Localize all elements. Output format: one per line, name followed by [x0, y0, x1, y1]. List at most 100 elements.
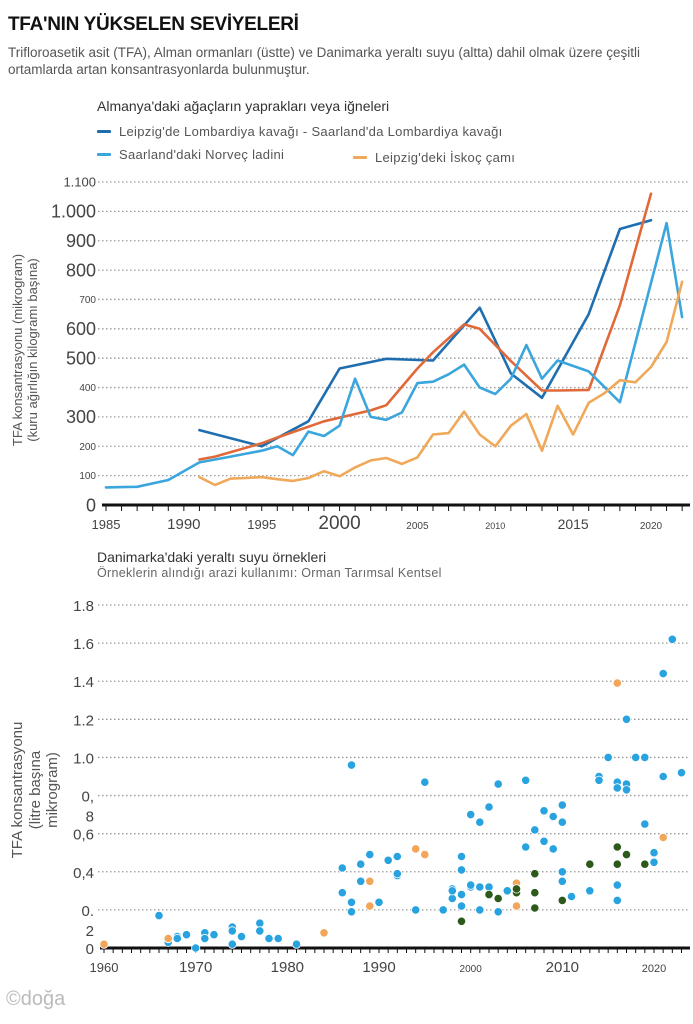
data-point-tarımsal: [621, 714, 632, 724]
legend-label: Saarland'daki Norveç ladini: [119, 147, 285, 162]
data-point-tarımsal: [236, 931, 247, 942]
legend-item-norway-spruce: Saarland'daki Norveç ladini: [97, 147, 284, 162]
series-line: [198, 218, 653, 448]
data-point-orman: [511, 888, 522, 898]
x-tick-label: 2015: [558, 516, 589, 532]
data-point-tarımsal: [209, 930, 219, 940]
y-tick-label: 400: [79, 383, 96, 394]
data-point-orman: [456, 916, 467, 926]
data-point-tarımsal: [612, 880, 622, 890]
legend-label: Leipzig'de Lombardiya kavağı - Saarland'…: [119, 124, 503, 139]
y-tick-label: 0,4: [73, 865, 94, 882]
x-tick-label: 1990: [167, 516, 200, 533]
legend-swatch-dark-blue: [97, 130, 111, 133]
data-point-orman: [530, 903, 540, 913]
data-point-tarımsal: [475, 882, 485, 892]
x-tick-label: 2000: [460, 964, 483, 975]
data-point-kentsel: [319, 928, 329, 938]
copyright-footer: ©doğa: [6, 988, 66, 1010]
data-point-tarımsal: [392, 869, 402, 879]
data-point-tarımsal: [420, 777, 430, 787]
data-point-tarımsal: [337, 888, 347, 898]
data-point-tarımsal: [631, 752, 641, 763]
y-tick-label: 1.0: [73, 750, 94, 767]
y-tick-label: 1.2: [73, 712, 94, 729]
data-point-kentsel: [658, 832, 668, 843]
data-point-tarımsal: [557, 876, 567, 886]
y-tick-label: 1.8: [73, 598, 94, 615]
data-point-tarımsal: [392, 851, 402, 862]
data-point-tarımsal: [612, 777, 622, 787]
data-point-orman: [640, 859, 650, 869]
data-point-kentsel: [365, 901, 375, 911]
data-point-tarımsal: [557, 800, 567, 810]
data-point-tarımsal: [456, 889, 467, 900]
data-point-tarımsal: [658, 668, 668, 679]
y-tick-label: 0: [86, 495, 96, 515]
data-point-orman: [621, 849, 632, 860]
data-point-tarımsal: [356, 876, 366, 886]
data-point-tarımsal: [649, 857, 659, 867]
data-point-kentsel: [163, 933, 173, 944]
scatter-chart-y-label-2: (litre başına: [27, 750, 44, 829]
data-point-orman: [511, 884, 522, 894]
data-point-tarımsal: [603, 752, 613, 763]
data-point-tarımsal: [658, 771, 668, 782]
legend-label: Leipzig'deki İskoç çamı: [375, 150, 516, 165]
data-point-tarımsal: [365, 849, 375, 860]
data-point-tarımsal: [172, 933, 182, 944]
data-point-tarımsal: [640, 752, 650, 763]
y-tick-label: 900: [66, 231, 96, 251]
data-point-kentsel: [420, 849, 430, 860]
scatter-chart-grid: [98, 604, 690, 911]
data-point-tarımsal: [346, 897, 357, 907]
scatter-chart-y-label-3: mikrogram): [44, 752, 61, 828]
data-point-kentsel: [365, 876, 375, 886]
data-point-tarımsal: [612, 895, 622, 906]
x-tick-label: 1990: [362, 959, 395, 976]
data-point-tarımsal: [172, 931, 182, 942]
data-point-tarımsal: [466, 882, 476, 892]
x-tick-label: 1985: [92, 517, 121, 532]
data-point-tarımsal: [539, 836, 549, 846]
data-point-orman: [557, 895, 567, 906]
x-tick-label: 1960: [90, 960, 119, 975]
data-point-tarımsal: [548, 844, 558, 854]
line-chart-y-label: TFA konsantrasyonu (mikrogram): [10, 254, 25, 446]
data-point-tarımsal: [539, 806, 549, 816]
data-point-tarımsal: [621, 785, 632, 795]
data-point-tarımsal: [640, 819, 650, 829]
data-point-tarımsal: [456, 851, 467, 862]
data-point-kentsel: [511, 901, 522, 911]
data-point-tarımsal: [191, 943, 201, 953]
data-point-tarımsal: [346, 760, 357, 770]
data-point-tarımsal: [456, 901, 467, 911]
series-line: [198, 192, 653, 461]
data-point-tarımsal: [649, 848, 659, 858]
data-point-tarımsal: [411, 905, 421, 915]
line-chart-grid: [98, 181, 690, 477]
y-tick-label: 0,: [81, 789, 94, 806]
x-tick-label: 2010: [546, 959, 579, 976]
data-point-tarımsal: [548, 811, 558, 822]
scatter-chart-y-ticks: 0 0. 2 0,4 0,6 0, 8 1.0 1.2 1.4 1.6 1.8: [73, 598, 94, 958]
data-point-tarımsal: [475, 817, 485, 827]
y-tick-label: 0: [86, 941, 94, 958]
data-point-tarımsal: [447, 893, 457, 904]
legend-item-leipzig-poplar: Leipzig'de Lombardiya kavağı - Saarland'…: [97, 124, 503, 139]
legend-swatch-light-blue: [97, 153, 111, 156]
x-tick-label: 1980: [271, 959, 304, 976]
data-point-tarımsal: [612, 783, 622, 793]
data-point-tarımsal: [447, 886, 457, 896]
data-point-tarımsal: [475, 905, 485, 915]
data-point-tarımsal: [447, 884, 457, 894]
y-tick-label: 800: [66, 260, 96, 280]
y-tick-label: 1.4: [73, 674, 94, 691]
data-point-tarımsal: [356, 859, 366, 869]
y-tick-label: 600: [66, 319, 96, 339]
data-point-tarımsal: [502, 886, 512, 896]
scatter-chart-x-axis: 1960 1970 1980 1990 2000 2010 2020: [90, 946, 690, 976]
data-point-orman: [612, 842, 622, 852]
page-title: TFA'NIN YÜKSELEN SEVİYELERİ: [8, 14, 299, 35]
data-point-kentsel: [411, 844, 421, 854]
